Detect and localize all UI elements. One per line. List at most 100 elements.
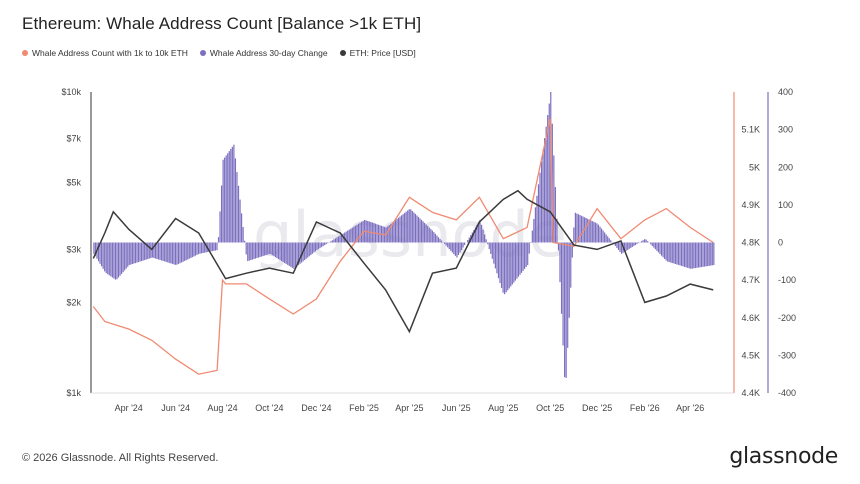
legend-label-eth-price: ETH: Price [USD] [349,48,416,58]
mid-tick-label: 5.1K [741,125,760,135]
change-bar [227,153,229,243]
change-bar [630,242,632,248]
legend-item-eth-price[interactable]: ETH: Price [USD] [339,48,416,58]
change-bar [250,242,252,261]
change-bar [510,242,512,287]
change-bar [134,242,137,264]
change-bar [327,242,329,244]
change-bar [599,226,601,243]
change-bar [196,242,198,255]
x-tick-label: Aug '24 [207,403,237,413]
change-bar [568,242,570,318]
change-bar [605,234,607,243]
change-bar [602,230,604,243]
right-tick-label: -200 [778,313,796,323]
change-bar [233,144,235,243]
change-bar [257,242,260,258]
change-bar [693,242,695,269]
change-bar [596,223,598,243]
change-bar [316,242,318,251]
change-bar [670,242,672,263]
change-bar [193,242,195,257]
right-tick-label: 0 [778,238,783,248]
change-bar [539,172,541,243]
change-bar [514,242,516,281]
change-bar [224,157,226,243]
change-bar [122,242,124,273]
change-bar [159,242,161,260]
change-bar [679,242,681,266]
change-bar [428,227,430,243]
change-bar [339,235,341,243]
change-bar [317,242,320,250]
x-tick-label: Oct '25 [536,403,564,413]
change-bar [153,242,155,259]
change-bar [659,242,661,255]
change-bar [604,232,606,243]
change-bar [310,242,312,256]
change-bar [519,242,521,275]
change-bar [474,227,476,243]
change-bar [487,242,489,245]
change-bar [453,242,455,255]
change-bar [236,172,238,243]
change-bar [680,242,683,266]
chart-legend: Whale Address Count with 1k to 10k ETH W… [22,48,416,58]
change-bar [585,218,587,243]
change-bar [625,242,627,251]
change-bar [445,242,447,246]
watermark: glassnode [253,198,567,271]
change-bar [253,242,255,260]
change-bar [287,242,289,265]
change-bar [645,239,647,243]
change-bar [684,242,686,267]
change-bar [147,242,149,260]
change-bar [191,242,193,258]
change-bar [590,220,592,243]
x-axis-ticks: Apr '24 Jun '24 Aug '24 Oct '24 Dec '24 Feb '… [115,403,705,413]
change-bar [696,242,698,268]
legend-item-whale-count[interactable]: Whale Address Count with 1k to 10k ETH [22,48,188,58]
change-bar [651,242,653,246]
change-bar [477,222,480,243]
change-bar [419,218,421,243]
change-bar [533,218,535,243]
change-bar [140,242,143,262]
change-bar [582,216,584,243]
change-bar [500,242,503,288]
change-bar [656,242,658,251]
change-bar [293,242,295,269]
change-bar [413,212,415,243]
change-bar [351,227,353,243]
change-bar [114,242,117,280]
change-bar [211,242,213,252]
change-bar [447,242,449,248]
change-bar [424,222,426,243]
change-bar [650,242,652,245]
change-bar [357,223,360,243]
brand-logo[interactable]: glassnode [729,444,838,469]
change-bar [185,242,187,261]
change-bar [111,242,113,278]
change-bar [248,242,250,261]
change-bar [444,242,446,244]
change-bar [285,242,287,264]
change-bar [505,242,507,293]
change-bar [653,242,655,248]
eth-price-line [92,189,714,334]
right-tick-label: -100 [778,275,796,285]
change-bar [242,227,244,243]
change-bar [579,215,581,243]
change-bar [130,242,132,265]
change-bar [110,242,112,277]
left-tick-label: $7k [66,134,81,144]
change-bar [194,242,197,256]
change-bar [700,242,703,268]
legend-item-30day-change[interactable]: Whale Address 30-day Change [199,48,328,58]
change-bar [616,242,618,248]
change-bar [214,242,217,251]
change-bar [239,199,241,243]
change-bar [231,146,233,243]
mid-tick-label: 4.4K [741,388,760,398]
change-bar [644,239,646,243]
